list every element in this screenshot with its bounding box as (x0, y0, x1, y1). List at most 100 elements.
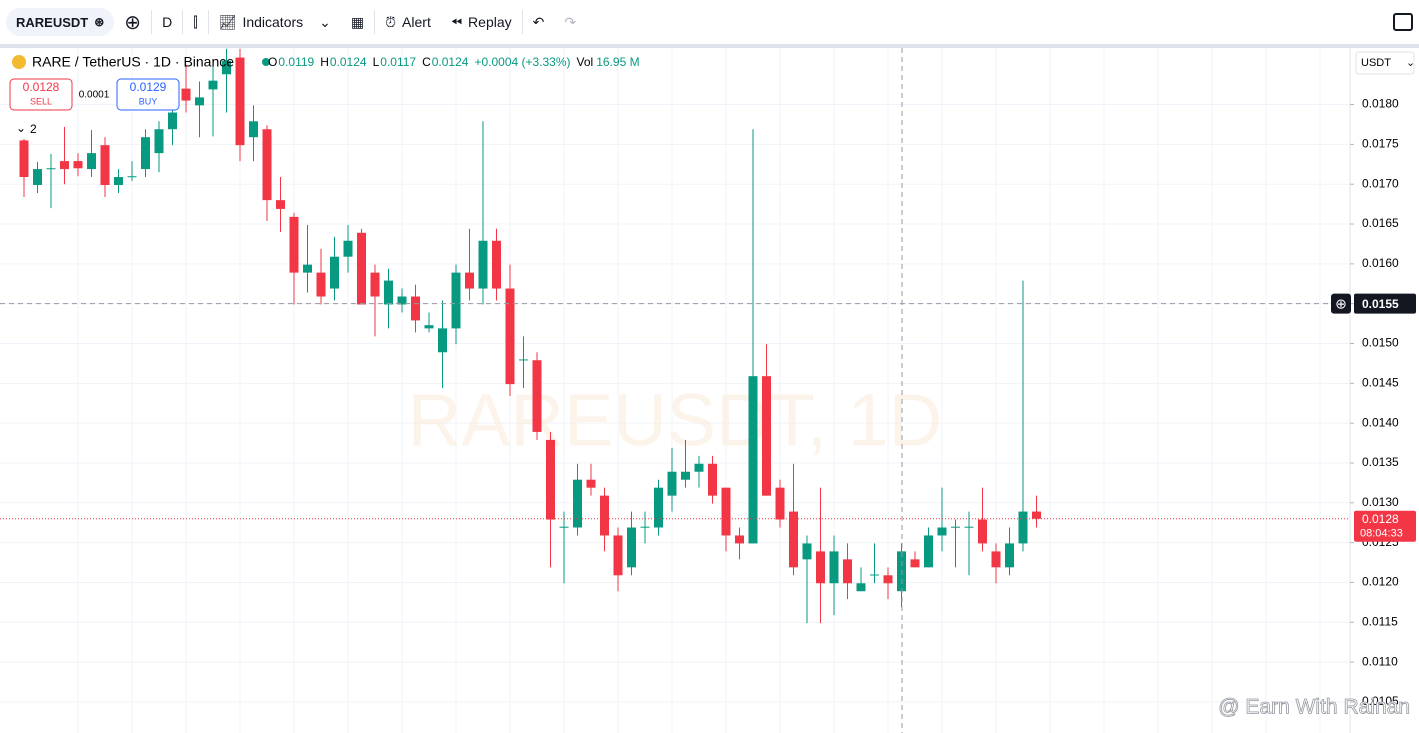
candle-body (505, 288, 515, 385)
sell-price: 0.0128 (23, 80, 60, 94)
candle-body (600, 495, 609, 536)
candle-body (87, 153, 96, 170)
countdown: 08:04:33 (1360, 528, 1403, 540)
interval-button[interactable]: D (152, 0, 182, 44)
alert-label: Alert (402, 14, 431, 30)
candle-body (249, 121, 258, 138)
candle-body (667, 471, 677, 496)
trade-buttons: 0.0128 SELL 0.0001 0.0129 BUY ⌄ 2 (9, 78, 180, 139)
candle-body (492, 240, 501, 289)
ohlc-value: 0.0117 (380, 55, 416, 69)
candle-body (1005, 543, 1014, 568)
toolbar: RAREUSDT ⊛ ⊕ D ⫿ 📈︎ Indicators ⌄ ▦ ⏰︎ Alert … (0, 0, 1419, 48)
candle-body (181, 88, 191, 101)
candle-body (775, 487, 785, 520)
redo-button[interactable]: ↷ (564, 13, 577, 30)
ohlc-value: 0.0119 (278, 55, 314, 69)
layout-button[interactable] (1393, 13, 1413, 31)
candle-body (937, 527, 947, 536)
ohlc-label: L (373, 55, 380, 69)
candle-body (721, 487, 731, 536)
candle-body (546, 439, 555, 520)
y-tick-label: 0.0110 (1362, 654, 1398, 668)
candle-body (1018, 511, 1028, 544)
candle-body (465, 272, 474, 289)
buy-button[interactable] (116, 78, 180, 111)
candle-body (613, 535, 623, 576)
y-tick-label: 0.0160 (1362, 256, 1399, 270)
candle-body (438, 328, 447, 353)
compare-button[interactable]: ⊕ (124, 11, 142, 34)
candle-body (748, 376, 758, 544)
candle-body (1032, 511, 1041, 519)
alert-button[interactable]: ⏰︎ Alert (385, 13, 431, 31)
y-tick-label: 0.0135 (1362, 455, 1399, 469)
candle-body (46, 168, 56, 170)
candle-body (694, 463, 704, 472)
vol-value: 16.95 M (596, 55, 639, 69)
candle-body (816, 551, 825, 584)
candle-body (991, 551, 1001, 568)
candle-body (586, 479, 596, 488)
y-tick-label: 0.0115 (1362, 614, 1398, 628)
candle-body (73, 161, 83, 169)
candle-body (276, 200, 285, 209)
candle-body (532, 360, 542, 432)
candle-body (370, 272, 380, 297)
ohlc-value: 0.0124 (432, 55, 469, 69)
candle-body (762, 376, 771, 496)
templates-button[interactable]: ▦ (350, 13, 365, 30)
currency-caret: ⌄ (1406, 57, 1415, 69)
candle-body (964, 526, 974, 528)
crosshair-plus (1331, 293, 1351, 314)
undo-button[interactable]: ↶ (532, 13, 545, 30)
spread: 0.0001 (79, 90, 110, 101)
currency-button[interactable] (1355, 51, 1415, 75)
candle-body (708, 463, 717, 496)
vol-label: Vol (577, 55, 594, 69)
candle-body (289, 216, 299, 273)
chart: RAREUSDT, 1D 0.0105 0.0110 0.0115 0.0120 0.0… (0, 48, 1416, 733)
crosshair-plus-icon: ⊕ (1335, 295, 1347, 311)
candle-body (208, 80, 218, 90)
candle-body (100, 145, 110, 185)
last-price: 0.0128 (1362, 512, 1399, 526)
coin-icon (12, 55, 26, 69)
crosshair-price-box (1354, 293, 1416, 314)
candle-body (978, 519, 987, 544)
candle-body (195, 97, 204, 106)
indicators-label: Indicators (242, 14, 304, 30)
symbol-button[interactable]: RAREUSDT ⊛ (6, 8, 115, 36)
watermark: RAREUSDT, 1D (408, 379, 943, 462)
indicator-toggle[interactable] (10, 119, 42, 139)
y-tick-label: 0.0175 (1362, 137, 1399, 151)
candle-body (870, 574, 879, 576)
candle-body (735, 535, 744, 544)
y-tick-label: 0.0170 (1362, 176, 1399, 190)
candle-body (829, 551, 839, 584)
sell-button[interactable] (9, 78, 73, 111)
currency: USDT (1361, 57, 1391, 69)
candle-body (357, 232, 366, 305)
ohlc-label: O (268, 55, 277, 69)
candle-body (330, 256, 339, 289)
pair-title: RARE / TetherUS · 1D · Binance (32, 54, 234, 70)
candle-body (681, 471, 690, 480)
indicators-button[interactable]: 📈︎ Indicators ⌄ (218, 13, 331, 31)
legend: RARE / TetherUS · 1D · Binance O 0.0119 H 0… (12, 54, 640, 70)
candle-body (519, 359, 528, 361)
candle-body (924, 535, 933, 568)
y-tick-label: 0.0130 (1362, 495, 1399, 509)
y-tick-label: 0.0150 (1362, 336, 1399, 350)
candle-body (397, 296, 407, 305)
candle-body (222, 60, 231, 75)
candle-body (627, 527, 636, 568)
y-tick-label: 0.0180 (1362, 97, 1399, 111)
candle-body (141, 137, 150, 170)
replay-button[interactable]: ⏪︎ Replay (450, 13, 512, 31)
y-tick-label: 0.0120 (1362, 575, 1399, 589)
y-tick-label: 0.0140 (1362, 415, 1399, 429)
candle-body (262, 129, 272, 201)
indicator-count: 2 (30, 122, 37, 136)
chart-type-button[interactable]: ⫿ (193, 13, 198, 30)
